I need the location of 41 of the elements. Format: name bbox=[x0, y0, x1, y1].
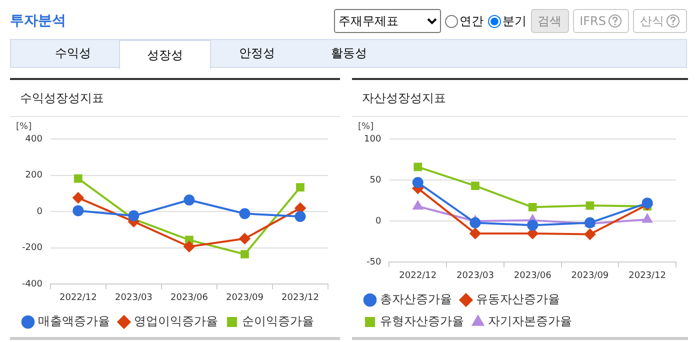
legend-label: 자기자본증가율 bbox=[488, 314, 572, 328]
legend-label: 총자산증가율 bbox=[380, 292, 452, 306]
text: 주재무제표 bbox=[334, 9, 441, 33]
legend-label: 유동자산증가율 bbox=[476, 292, 560, 306]
x-tick-label: 2023/06 bbox=[514, 270, 552, 281]
y-tick-label: 0 bbox=[375, 216, 382, 226]
y-tick-label: 0 bbox=[36, 206, 43, 217]
text: IFRS bbox=[572, 9, 629, 33]
x-tick-label: 2023/03 bbox=[115, 292, 152, 303]
text: 성장성 bbox=[119, 40, 211, 69]
chart-title: 자산성장성지표 bbox=[352, 80, 688, 117]
y-tick-label: -50 bbox=[366, 258, 382, 268]
text: 산식 bbox=[633, 9, 687, 33]
x-tick-label: 2022/12 bbox=[399, 270, 437, 281]
text: 검색 bbox=[530, 9, 569, 33]
chart-title: 수익성장성지표 bbox=[10, 80, 340, 117]
text: 수익성 bbox=[54, 45, 92, 62]
y-tick-label: -200 bbox=[22, 243, 43, 254]
x-tick-label: 2022/12 bbox=[59, 292, 97, 303]
x-tick-label: 2023/03 bbox=[456, 270, 494, 281]
legend-label: 순이익증가율 bbox=[242, 314, 314, 328]
y-tick-label: 100 bbox=[364, 134, 382, 144]
text: 분기 bbox=[502, 12, 527, 30]
x-tick-label: 2023/09 bbox=[226, 292, 264, 303]
x-tick-label: 2023/12 bbox=[628, 270, 666, 281]
legend-label: 영업이익증가율 bbox=[134, 314, 218, 328]
text: 연간 bbox=[458, 12, 484, 30]
x-tick-label: 2023/06 bbox=[170, 292, 208, 303]
legend-label: 매출액증가율 bbox=[38, 314, 110, 328]
text: 활동성 bbox=[330, 45, 368, 62]
x-tick-label: 2023/09 bbox=[571, 270, 609, 281]
y-tick-label: 400 bbox=[25, 134, 43, 144]
y-tick-label: 50 bbox=[370, 175, 382, 186]
y-tick-label: 200 bbox=[25, 170, 43, 181]
y-axis-title: [%] bbox=[358, 122, 374, 132]
y-axis-title: [%] bbox=[16, 122, 32, 132]
y-tick-label: -400 bbox=[22, 280, 43, 290]
text: 안정성 bbox=[238, 45, 276, 62]
text: 투자분석 bbox=[10, 12, 66, 30]
legend-label: 유형자산증가율 bbox=[380, 314, 464, 328]
x-tick-label: 2023/12 bbox=[282, 292, 319, 303]
